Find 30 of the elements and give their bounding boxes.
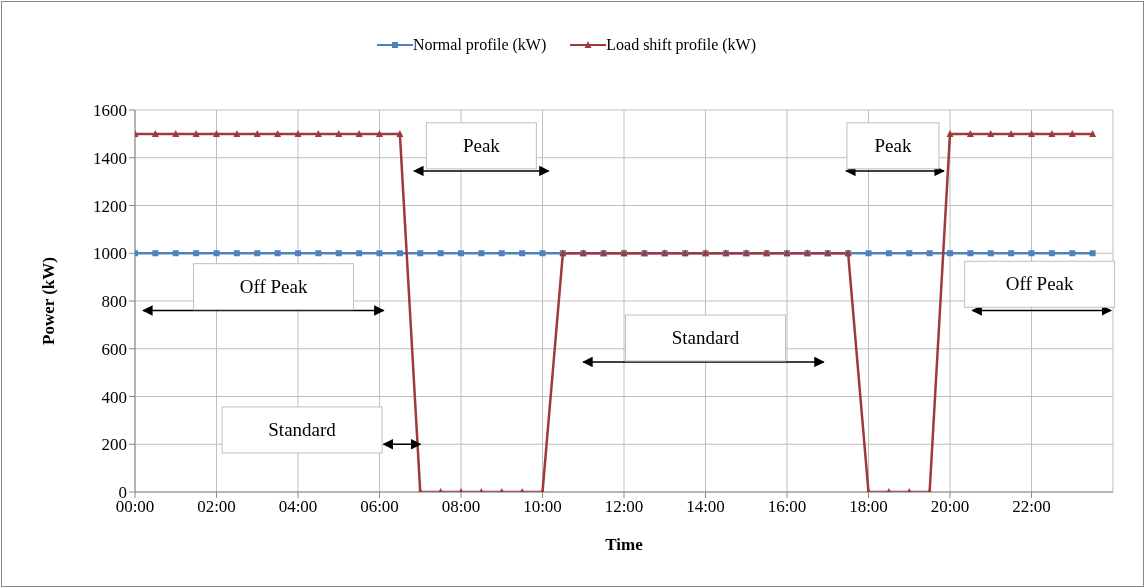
annotation: Off Peak [239, 275, 308, 297]
legend-label: Normal profile (kW) [412, 36, 547, 54]
y-axis-title: Power (kW) [39, 257, 59, 345]
x-tick-label: 18:00 [849, 497, 888, 517]
y-tick-label: 400 [101, 387, 127, 407]
x-tick-label: 12:00 [604, 497, 644, 517]
annotation: Off Peak [1005, 273, 1075, 295]
x-tick-label: 04:00 [278, 497, 318, 517]
y-tick-label: 1600 [93, 101, 127, 121]
y-tick-label: 800 [101, 292, 127, 312]
x-tick-label: 10:00 [523, 497, 562, 517]
x-tick-label: 20:00 [930, 497, 970, 517]
y-tick-label: 600 [101, 339, 127, 359]
y-tick-label: 1200 [93, 196, 127, 216]
y-tick-label: 1400 [93, 148, 127, 168]
x-tick-label: 08:00 [441, 497, 481, 517]
x-tick-label: 02:00 [197, 497, 236, 517]
annotation: Peak [874, 134, 912, 156]
y-tick-label: 1000 [93, 244, 127, 264]
x-axis-title: Time [605, 535, 644, 554]
x-tick-label: 16:00 [767, 497, 807, 517]
annotation: Standard [671, 327, 740, 349]
x-tick-label: 14:00 [686, 497, 725, 517]
x-tick-label: 00:00 [115, 497, 155, 517]
x-tick-label: 06:00 [360, 497, 399, 517]
x-tick-label: 22:00 [1012, 497, 1051, 517]
annotation: Standard [268, 418, 337, 440]
annotation: Peak [462, 134, 501, 156]
y-tick-label: 200 [101, 435, 127, 455]
legend-label: Load shift profile (kW) [606, 36, 756, 54]
